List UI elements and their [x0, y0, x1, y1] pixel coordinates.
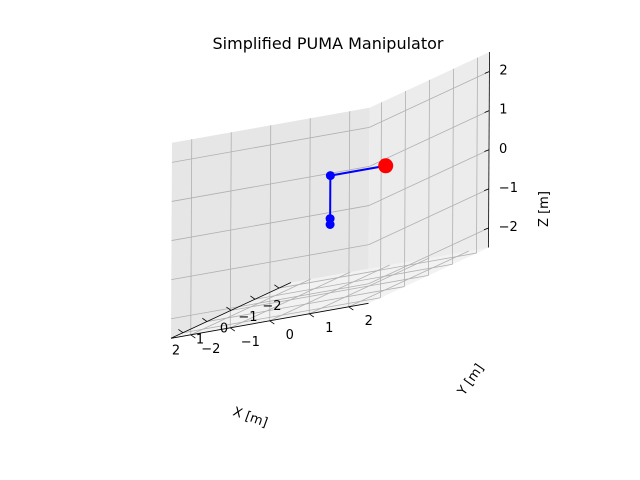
joint-marker: [325, 171, 335, 181]
grid-line-z-ywall: [369, 110, 490, 167]
z-axis-label: Z [m]: [537, 191, 552, 227]
y-tick-label: 2: [365, 314, 373, 329]
z-tick-label: −1: [499, 181, 518, 196]
z-tick: [484, 110, 490, 113]
tick-marks: [178, 71, 490, 339]
grid-line-z-ywall: [368, 227, 489, 285]
y-tick-label: −1: [241, 335, 260, 350]
y-tick-label: 0: [286, 328, 294, 343]
x-tick: [202, 317, 208, 322]
x-tick: [274, 284, 280, 289]
grid-line-y-floor: [348, 250, 469, 308]
grid-line-z-xwall: [171, 244, 369, 281]
grid-line-z-ywall: [368, 149, 490, 206]
x-tick-label: −1: [238, 310, 257, 325]
grid-line-z-xwall: [171, 283, 369, 320]
end-effector-marker: [378, 158, 394, 174]
z-tick-label: −2: [499, 220, 518, 235]
tick-labels: −2 −1 0 1 2 −2 −1 0 1 2 −2 −1 0 1 2: [172, 64, 518, 359]
z-tick-label: 0: [499, 142, 507, 157]
y-tick: [348, 306, 354, 311]
z-tick: [484, 149, 490, 152]
z-tick: [484, 188, 489, 192]
y-tick: [309, 313, 315, 318]
grid-line-y-floor: [269, 264, 390, 322]
grid-line-y-floor: [190, 278, 311, 336]
joint-marker: [325, 214, 335, 224]
grid-line-y-floor: [309, 257, 430, 315]
grid-line-z-ywall: [369, 71, 490, 128]
z-tick-label: 2: [499, 64, 507, 79]
y-axis-label: Y [m]: [454, 361, 487, 399]
grid-line-z-xwall: [171, 205, 370, 241]
x-axis-label: X [m]: [231, 405, 270, 431]
x-tick-label: −2: [262, 299, 281, 314]
x-tick: [178, 329, 184, 334]
y-tick: [190, 334, 196, 339]
y-tick-label: −2: [201, 342, 220, 357]
grid-line-z-xwall: [171, 126, 370, 163]
z-tick-label: 1: [499, 103, 507, 118]
grid-line-y-floor: [230, 271, 351, 329]
grid-line-z-xwall: [171, 166, 370, 202]
manipulator: [325, 158, 394, 229]
x-tick-label: 1: [196, 333, 204, 348]
y-tick: [230, 327, 236, 332]
z-tick: [483, 227, 489, 231]
x-tick-label: 2: [172, 344, 180, 359]
grid-lines: [171, 57, 490, 336]
chart-title: Simplified PUMA Manipulator: [213, 34, 444, 53]
grid-line-z-ywall: [368, 188, 489, 246]
x-tick-label: 0: [220, 321, 228, 336]
y-tick-label: 1: [325, 321, 333, 336]
x-tick: [250, 295, 256, 300]
link-segment: [330, 164, 386, 177]
x-tick: [226, 306, 232, 311]
z-tick: [484, 71, 490, 74]
y-tick: [269, 320, 275, 325]
